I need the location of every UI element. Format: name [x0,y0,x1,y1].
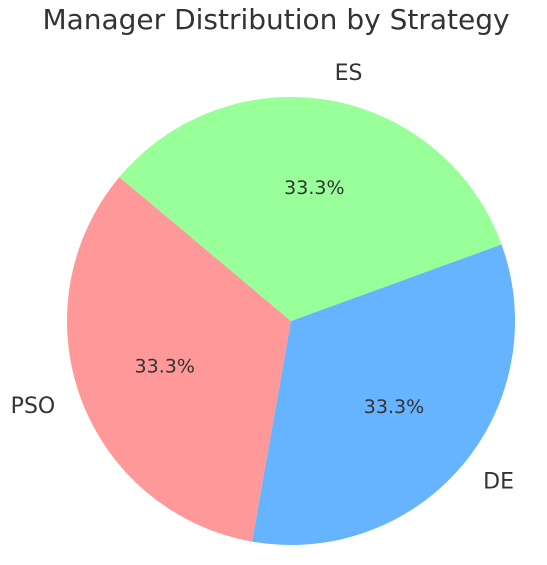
pie-slice-de [252,244,515,545]
pie-slice-es [119,97,502,321]
slice-percent-es: 33.3% [284,177,344,199]
pie-slice-pso [66,177,291,542]
slice-percent-pso: 33.3% [135,355,195,377]
slice-label-pso: PSO [11,394,56,419]
slice-label-de: DE [483,469,514,494]
pie-labels: PSO 33.3% DE 33.3% ES 33.3% [11,61,514,494]
slice-percent-de: 33.3% [364,396,424,418]
slice-label-es: ES [335,61,363,86]
chart-title: Manager Distribution by Strategy [42,3,509,36]
pie-slices [66,97,515,545]
